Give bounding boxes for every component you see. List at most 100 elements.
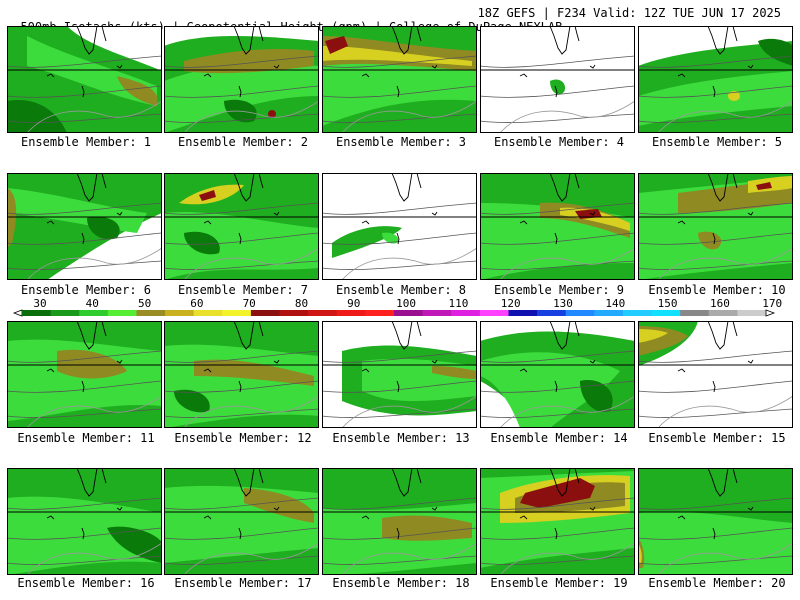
colorbar-segment (737, 310, 767, 316)
colorbar-segment (193, 310, 223, 316)
ensemble-member-map (164, 26, 319, 133)
isotach-fill (638, 511, 793, 575)
height-contour (322, 260, 477, 270)
isotach-fill (432, 366, 477, 379)
coastline (233, 26, 264, 55)
height-contour (638, 202, 793, 215)
colorbar-segment (79, 310, 109, 316)
height-contour (26, 395, 162, 428)
height-contour (26, 100, 162, 133)
isotach-fill (184, 49, 314, 74)
height-contour (322, 497, 477, 510)
height-contour (164, 113, 319, 123)
height-contour (7, 85, 162, 98)
isotach-fill (87, 216, 120, 240)
height-contour (7, 497, 162, 510)
height-contour (322, 85, 477, 98)
coastline (233, 321, 264, 350)
isotach-fill (117, 76, 157, 106)
height-contour (7, 350, 162, 363)
height-contour (183, 100, 319, 133)
height-contour (7, 113, 162, 123)
ensemble-member-map (322, 26, 477, 133)
isotach-fill (174, 389, 210, 413)
coastline (549, 468, 580, 497)
colorbar-segment (651, 310, 681, 316)
height-contour (7, 408, 162, 418)
height-contour (7, 55, 162, 68)
coastline (76, 26, 107, 55)
height-contour (638, 55, 793, 68)
height-contour (164, 260, 319, 270)
isotach-map (322, 468, 477, 575)
panel-border (322, 321, 477, 428)
height-contour (638, 497, 793, 510)
height-contour (657, 247, 793, 280)
height-contour (480, 527, 635, 540)
isotach-colorbar (12, 309, 776, 317)
height-contour (341, 542, 477, 575)
coastline (707, 173, 738, 202)
colorbar-segment (22, 310, 52, 316)
isotach-fill (57, 349, 127, 379)
ensemble-member-map (638, 468, 793, 575)
ensemble-member-map (638, 26, 793, 133)
panel-border (7, 468, 162, 575)
height-contour (164, 497, 319, 510)
coastline (677, 211, 754, 245)
colorbar-arrow-left (12, 309, 23, 317)
coastline (203, 64, 280, 98)
coastline (361, 64, 438, 98)
height-contour (638, 260, 793, 270)
height-contour (322, 350, 477, 363)
height-contour (183, 247, 319, 280)
ensemble-member-caption: Ensemble Member: 3 (335, 135, 467, 149)
coastline (391, 321, 422, 350)
coastline (549, 321, 580, 350)
height-contour (341, 100, 477, 133)
colorbar-segment (50, 310, 80, 316)
header-run-valid-time: 18Z GEFS | F234 Valid: 12Z TUE JUN 17 20… (477, 6, 781, 20)
ensemble-member-caption: Ensemble Member: 10 (648, 283, 786, 297)
ensemble-member-caption: Ensemble Member: 19 (490, 576, 628, 590)
height-contour (638, 232, 793, 245)
coastline (233, 468, 264, 497)
height-contour (7, 232, 162, 245)
ensemble-member-map (322, 321, 477, 428)
panel-border (638, 468, 793, 575)
map-header: 500mb Isotachs (kts) | Geopotential Heig… (6, 6, 794, 34)
colorbar-label: 40 (85, 297, 99, 310)
isotach-fill (322, 46, 472, 66)
panel-border (7, 321, 162, 428)
coastline (203, 359, 280, 393)
height-contour (322, 408, 477, 418)
coastline (549, 173, 580, 202)
height-contour (322, 527, 477, 540)
ensemble-member-caption: Ensemble Member: 7 (177, 283, 309, 297)
height-contour (7, 380, 162, 393)
colorbar-label: 50 (137, 297, 152, 310)
height-contour (480, 555, 635, 565)
isotach-fill (325, 36, 348, 54)
colorbar-label: 160 (709, 297, 730, 310)
panel-border (638, 173, 793, 280)
coastline (203, 211, 280, 245)
ensemble-member-map (322, 468, 477, 575)
height-contour (26, 247, 162, 280)
height-contour (164, 202, 319, 215)
ensemble-member-map (7, 321, 162, 428)
ensemble-member-caption: Ensemble Member: 14 (490, 431, 628, 445)
isotach-map (480, 468, 635, 575)
coastline (707, 468, 738, 497)
height-contour (480, 497, 635, 510)
panel-border (322, 26, 477, 133)
colorbar-segment (565, 310, 595, 316)
ensemble-member-map (164, 173, 319, 280)
ensemble-member-caption: Ensemble Member: 17 (174, 576, 312, 590)
height-contour (164, 350, 319, 363)
isotach-map (164, 468, 319, 575)
coastline (519, 506, 596, 540)
ensemble-member-caption: Ensemble Member: 1 (20, 135, 152, 149)
height-contour (322, 232, 477, 245)
panel-border (638, 321, 793, 428)
